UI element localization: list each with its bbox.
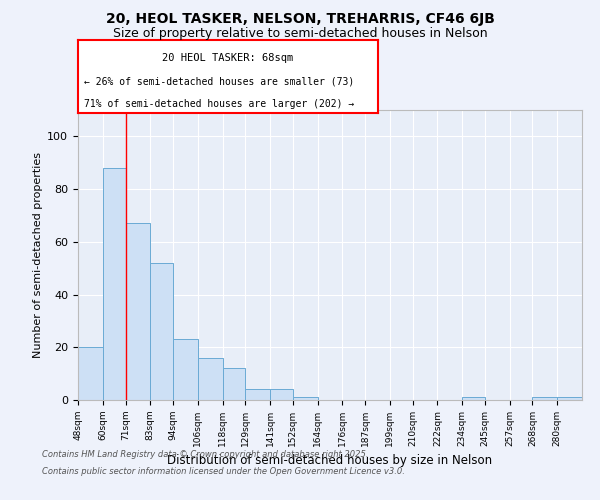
Text: 71% of semi-detached houses are larger (202) →: 71% of semi-detached houses are larger (… (84, 100, 354, 110)
Text: 20 HEOL TASKER: 68sqm: 20 HEOL TASKER: 68sqm (163, 53, 293, 63)
Text: Size of property relative to semi-detached houses in Nelson: Size of property relative to semi-detach… (113, 28, 487, 40)
Text: Contains public sector information licensed under the Open Government Licence v3: Contains public sector information licen… (42, 468, 405, 476)
Text: ← 26% of semi-detached houses are smaller (73): ← 26% of semi-detached houses are smalle… (84, 76, 354, 86)
Bar (103, 168, 125, 400)
Bar (198, 358, 223, 400)
Text: 20, HEOL TASKER, NELSON, TREHARRIS, CF46 6JB: 20, HEOL TASKER, NELSON, TREHARRIS, CF46… (106, 12, 494, 26)
Bar (173, 340, 198, 400)
Bar (557, 398, 582, 400)
Bar (293, 398, 317, 400)
X-axis label: Distribution of semi-detached houses by size in Nelson: Distribution of semi-detached houses by … (167, 454, 493, 468)
Bar (270, 390, 293, 400)
Bar (125, 224, 150, 400)
Y-axis label: Number of semi-detached properties: Number of semi-detached properties (33, 152, 43, 358)
Bar (532, 398, 557, 400)
Bar (223, 368, 245, 400)
Bar (462, 398, 485, 400)
Bar (78, 348, 103, 400)
Bar (150, 263, 173, 400)
Bar (245, 390, 270, 400)
Text: Contains HM Land Registry data © Crown copyright and database right 2025.: Contains HM Land Registry data © Crown c… (42, 450, 368, 459)
